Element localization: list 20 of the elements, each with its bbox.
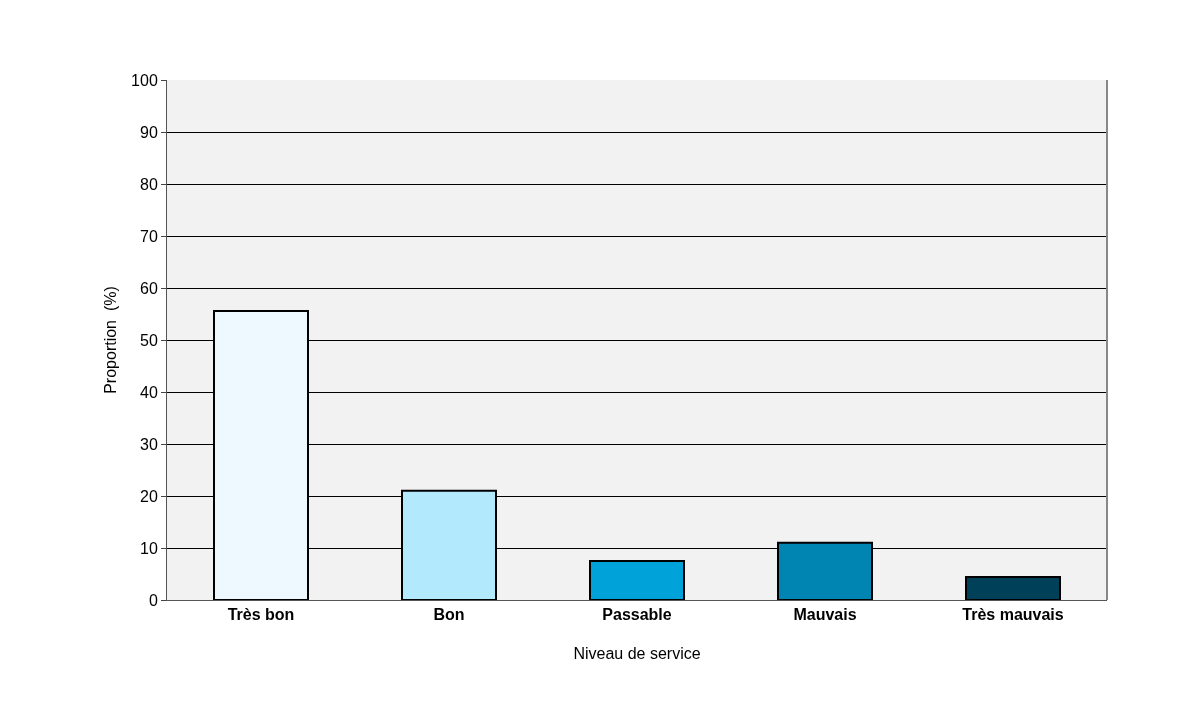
y-tick-label: 80 xyxy=(140,175,158,193)
y-tick-label: 70 xyxy=(140,227,158,245)
y-tick-label: 90 xyxy=(140,123,158,141)
x-tick-label: Passable xyxy=(602,606,672,624)
x-tick-label: Bon xyxy=(433,606,465,624)
x-tick-label: Très mauvais xyxy=(962,606,1064,624)
y-tick-label: 30 xyxy=(140,435,158,453)
bar xyxy=(965,576,1061,600)
y-tick-label: 20 xyxy=(140,487,158,505)
y-tick-label: 100 xyxy=(131,71,158,89)
y-tick-label: 60 xyxy=(140,279,158,297)
y-tick-label: 50 xyxy=(140,331,158,349)
y-tick-label: 10 xyxy=(140,539,158,557)
x-tick-label: Très bon xyxy=(227,606,295,624)
y-tick-label: 0 xyxy=(148,591,158,609)
x-tick-label: Mauvais xyxy=(793,606,857,624)
x-axis-title: Niveau de service xyxy=(573,644,701,662)
y-tick-label: 40 xyxy=(140,383,158,401)
y-axis-title: Proportion (%) xyxy=(102,286,119,394)
bar xyxy=(589,560,685,600)
